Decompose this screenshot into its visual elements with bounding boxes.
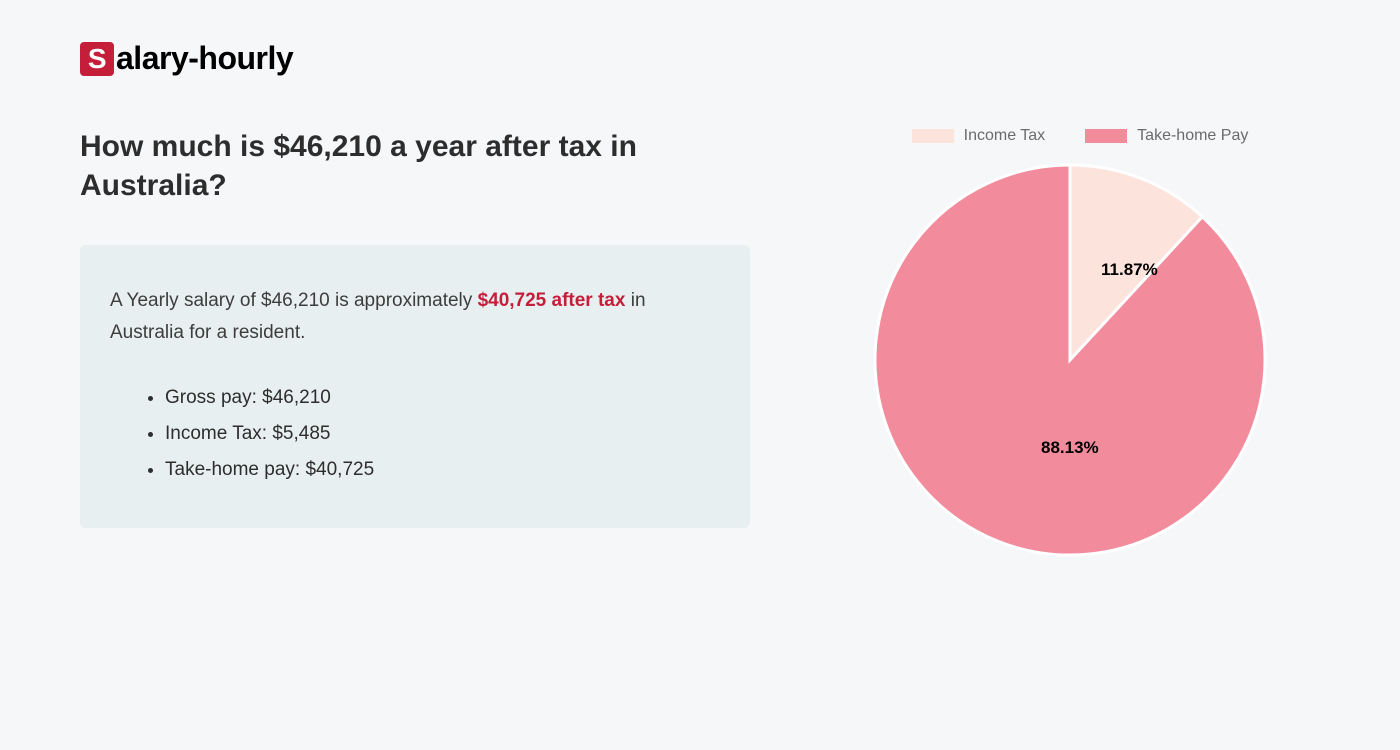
summary-text: A Yearly salary of $46,210 is approximat… [110,285,720,350]
legend-item-take-home: Take-home Pay [1085,127,1248,145]
bullet-item: Take-home pay: $40,725 [165,452,720,488]
bullet-item: Gross pay: $46,210 [165,380,720,416]
pie-label-take-home: 88.13% [1041,438,1099,458]
page-heading: How much is $46,210 a year after tax in … [80,127,750,205]
logo-text: alary-hourly [116,40,293,77]
bullet-list: Gross pay: $46,210 Income Tax: $5,485 Ta… [110,380,720,488]
logo-s-badge: S [80,42,114,76]
pie-svg [870,160,1270,560]
legend-swatch [912,129,954,143]
summary-highlight: $40,725 after tax [478,290,626,311]
summary-box: A Yearly salary of $46,210 is approximat… [80,245,750,528]
pie-label-income-tax: 11.87% [1101,260,1158,280]
legend-label: Income Tax [964,127,1046,145]
site-logo: Salary-hourly [80,40,1320,77]
left-column: How much is $46,210 a year after tax in … [80,127,750,560]
chart-column: Income Tax Take-home Pay 11.87% 88.13% [850,127,1290,560]
legend-item-income-tax: Income Tax [912,127,1046,145]
main-content: How much is $46,210 a year after tax in … [80,127,1320,560]
legend-label: Take-home Pay [1137,127,1248,145]
pie-chart: 11.87% 88.13% [870,160,1270,560]
bullet-item: Income Tax: $5,485 [165,416,720,452]
legend-swatch [1085,129,1127,143]
summary-prefix: A Yearly salary of $46,210 is approximat… [110,290,478,311]
chart-legend: Income Tax Take-home Pay [850,127,1290,145]
